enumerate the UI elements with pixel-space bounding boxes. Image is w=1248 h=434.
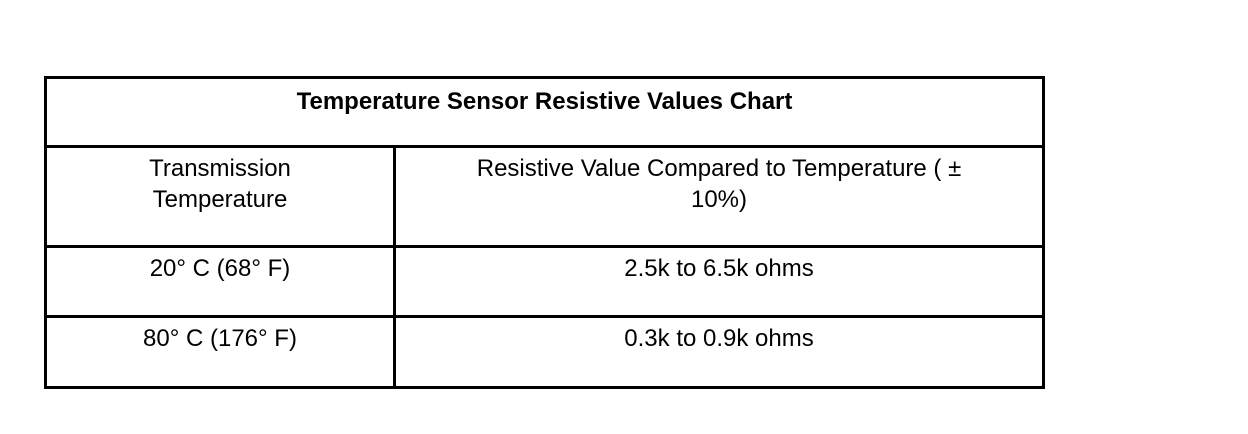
resistive-values-table: Temperature Sensor Resistive Values Char… (44, 76, 1045, 389)
table-title: Temperature Sensor Resistive Values Char… (296, 88, 793, 115)
header-temperature-label: Transmission Temperature (149, 155, 291, 213)
temperature-value: 80° C (176° F) (143, 325, 297, 352)
resistance-cell: 0.3k to 0.9k ohms (396, 318, 1042, 386)
table-title-row: Temperature Sensor Resistive Values Char… (47, 79, 1042, 148)
temperature-cell: 80° C (176° F) (47, 318, 396, 386)
header-cell-temperature: Transmission Temperature (47, 148, 396, 245)
temperature-value: 20° C (68° F) (149, 255, 291, 282)
table-row: 80° C (176° F) 0.3k to 0.9k ohms (47, 318, 1042, 386)
header-resistance-label: Resistive Value Compared to Temperature … (476, 155, 962, 213)
table-header-row: Transmission Temperature Resistive Value… (47, 148, 1042, 248)
header-cell-resistance: Resistive Value Compared to Temperature … (396, 148, 1042, 245)
resistance-value: 2.5k to 6.5k ohms (624, 255, 814, 282)
table-row: 20° C (68° F) 2.5k to 6.5k ohms (47, 248, 1042, 318)
resistance-cell: 2.5k to 6.5k ohms (396, 248, 1042, 315)
resistance-value: 0.3k to 0.9k ohms (624, 325, 814, 352)
temperature-cell: 20° C (68° F) (47, 248, 396, 315)
